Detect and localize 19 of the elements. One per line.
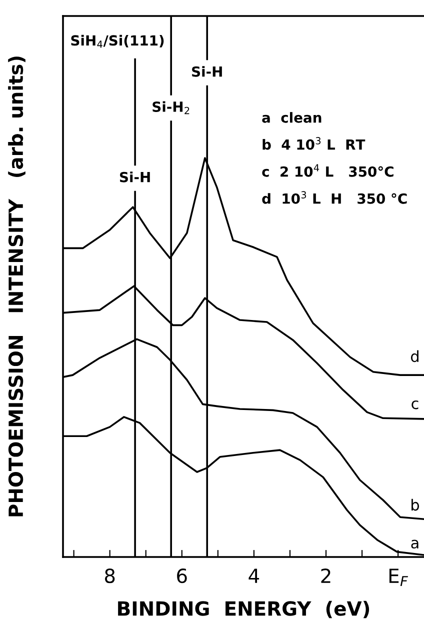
ref-line-label: Si-H$_{2}$ (152, 101, 190, 114)
text: b 4 10$^{3}$ L RT (262, 137, 366, 150)
series-label: a (411, 540, 418, 549)
x-tick-label: E$_{F}$ (389, 568, 408, 586)
y-axis-title: PHOTOEMISSION INTENSITY (arb. units) (8, 56, 26, 516)
annotation: c 2 10$^{4}$ L 350°C (262, 164, 394, 177)
text: SiH$_{4}$/Si(111) (71, 34, 164, 48)
x-axis-title: BINDING ENERGY (eV) (118, 600, 370, 618)
series-label: d (410, 350, 418, 362)
ref-line-label: Si-H (120, 172, 150, 182)
x-tick-label: 8 (104, 568, 115, 584)
series-label: b (412, 498, 420, 511)
text: a clean (262, 112, 322, 123)
x-tick-label: 4 (248, 568, 260, 583)
ref-line-label: Si-H (192, 66, 222, 77)
x-tick-label: 2 (321, 568, 330, 583)
x-tick-label: 6 (177, 568, 187, 584)
series-label: c (412, 400, 418, 410)
annotation: d 10$^{3}$ L H 350 °C (262, 191, 407, 204)
